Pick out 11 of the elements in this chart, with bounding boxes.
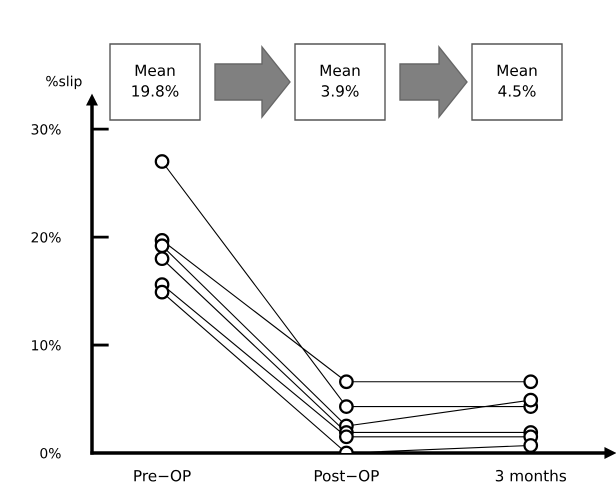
- text: Mean 3.9%: [320, 64, 360, 97]
- y-tick-label: 0%: [40, 448, 61, 458]
- y-tick-label: 10%: [32, 340, 61, 351]
- x-tick-label: Post−OP: [314, 470, 379, 482]
- text: Mean 19.8%: [132, 64, 178, 97]
- x-tick-label: 3 months: [496, 470, 566, 482]
- x-tick-label: Pre−OP: [134, 470, 191, 482]
- y-axis-title: %slip: [46, 76, 82, 90]
- text: Mean 4.5%: [498, 64, 537, 97]
- y-tick-label: 20%: [32, 232, 61, 243]
- y-tick-label: 30%: [32, 124, 61, 135]
